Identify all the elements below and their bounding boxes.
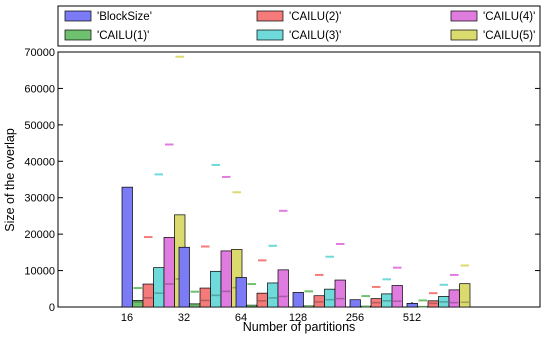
- y-axis-ticks: 0 10000 20000 30000 40000 50000 60000 70000: [24, 47, 540, 314]
- bar: [459, 283, 471, 308]
- bar: [277, 269, 289, 308]
- y-tick-label: 70000: [24, 47, 55, 59]
- bar: [349, 299, 361, 308]
- bar: [142, 283, 154, 308]
- plot-frame: [57, 51, 541, 308]
- bar: [406, 303, 418, 308]
- bar: [267, 282, 279, 308]
- legend-swatch: [64, 10, 92, 22]
- x-tick-label: 16: [121, 312, 133, 324]
- bar: [210, 270, 222, 308]
- bar: [178, 246, 190, 308]
- legend-swatch: [256, 10, 284, 22]
- bar: [292, 292, 304, 308]
- legend-label: 'CAILU(4)': [483, 11, 535, 23]
- legend-swatch: [256, 29, 284, 41]
- bar: [153, 267, 165, 308]
- x-tick-label: 64: [235, 312, 247, 324]
- legend: 'BlockSize' 'CAILU(1)' 'CAILU(2)' 'CAILU(3)…: [57, 5, 541, 47]
- bar: [448, 289, 460, 308]
- legend-label: 'CAILU(2)': [289, 11, 341, 23]
- legend-label: 'CAILU(3)': [289, 30, 341, 42]
- y-tick-label: 40000: [24, 156, 55, 168]
- bar: [199, 287, 211, 308]
- legend-swatch: [450, 10, 478, 22]
- y-tick-label: 10000: [24, 266, 55, 278]
- bar: [324, 288, 336, 308]
- legend-swatch: [64, 29, 92, 41]
- legend-label: 'CAILU(1)': [97, 30, 149, 42]
- legend-swatch: [450, 29, 478, 41]
- y-tick-label: 0: [49, 302, 55, 314]
- bar: [163, 237, 175, 308]
- y-tick-label: 20000: [24, 229, 55, 241]
- y-tick-label: 60000: [24, 83, 55, 95]
- y-axis-label: Size of the overlap: [3, 128, 17, 232]
- bar: [334, 279, 346, 308]
- x-tick-label: 512: [403, 312, 421, 324]
- y-tick-label: 50000: [24, 120, 55, 132]
- y-tick-label: 30000: [24, 193, 55, 205]
- legend-label: 'CAILU(5)': [483, 30, 535, 42]
- x-tick-label: 32: [178, 312, 190, 324]
- bar: [235, 277, 247, 308]
- bar: [391, 285, 403, 308]
- legend-label: 'BlockSize': [97, 11, 152, 23]
- x-tick-label: 128: [289, 312, 307, 324]
- x-tick-label: 256: [346, 312, 364, 324]
- bar: [121, 186, 133, 308]
- bar-marks: [121, 55, 471, 308]
- bar: [220, 250, 232, 308]
- x-axis-label: Number of partitions: [243, 320, 356, 334]
